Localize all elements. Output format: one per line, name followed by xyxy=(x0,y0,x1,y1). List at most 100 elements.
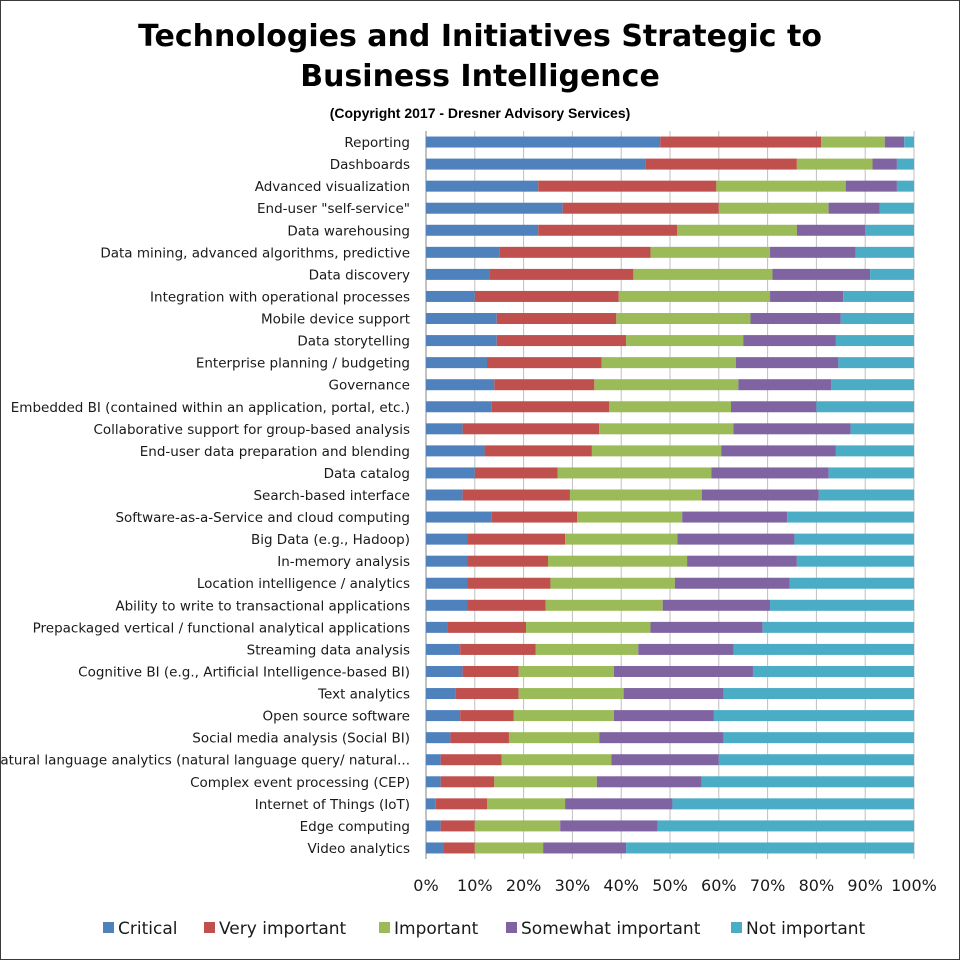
legend-item: Critical xyxy=(103,919,177,939)
bar-segment xyxy=(426,489,463,501)
bar-segment xyxy=(440,754,502,766)
bar-segment xyxy=(426,268,490,280)
bar-segment xyxy=(616,313,751,325)
bar-segment xyxy=(462,489,570,501)
legend-label: Important xyxy=(394,919,479,939)
bar-segment xyxy=(548,555,688,567)
bar-segment xyxy=(762,621,914,633)
bar-segment xyxy=(855,246,914,258)
bar-segment xyxy=(611,754,719,766)
bar-segment xyxy=(835,445,914,457)
bar-segment xyxy=(750,313,841,325)
bar-segment xyxy=(518,665,614,677)
bar-segment xyxy=(426,533,468,545)
bar-segment xyxy=(796,555,914,567)
bar-segment xyxy=(489,268,634,280)
category-label: End-user data preparation and blending xyxy=(140,444,410,460)
bar-segment xyxy=(426,732,451,744)
category-label: Social media analysis (Social BI) xyxy=(192,731,410,747)
chart-title: Technologies and Initiatives Strategic t… xyxy=(138,19,822,94)
bar-segment xyxy=(426,643,461,655)
bar-segment xyxy=(535,643,639,655)
bar-segment xyxy=(733,643,914,655)
bar-segment xyxy=(545,599,663,611)
bar-segment xyxy=(738,379,832,391)
bar-segment xyxy=(599,732,724,744)
bar-segment xyxy=(526,621,651,633)
bar-segment xyxy=(426,688,456,700)
bar-segment xyxy=(594,379,739,391)
legend-label: Critical xyxy=(118,919,177,939)
bar-segment xyxy=(770,290,844,302)
x-tick-label: 50% xyxy=(652,876,688,895)
bar-segment xyxy=(623,688,724,700)
bar-segment xyxy=(677,224,797,236)
category-label: Data mining, advanced algorithms, predic… xyxy=(100,245,410,261)
bar-segment xyxy=(460,710,514,722)
category-label: Cognitive BI (e.g., Artificial Intellige… xyxy=(78,664,410,680)
bar-segment xyxy=(426,665,463,677)
bar-segment xyxy=(845,180,897,192)
bar-segment xyxy=(733,423,851,435)
bar-segment xyxy=(818,489,914,501)
bar-segment xyxy=(462,665,519,677)
bar-segment xyxy=(772,268,871,280)
bar-segment xyxy=(557,467,712,479)
bar-segment xyxy=(716,180,846,192)
x-tick-label: 90% xyxy=(847,876,883,895)
bar-segment xyxy=(426,180,539,192)
bar-segment xyxy=(626,335,744,347)
category-label: Enterprise planning / budgeting xyxy=(196,356,410,372)
legend-label: Somewhat important xyxy=(521,919,701,939)
legend-swatch xyxy=(204,922,215,933)
bar-segment xyxy=(450,732,509,744)
category-label: Search-based interface xyxy=(253,488,410,504)
bar-segment xyxy=(426,445,485,457)
bar-segment xyxy=(821,136,885,148)
bar-segment xyxy=(596,776,702,788)
bar-segment xyxy=(794,533,914,545)
bar-segment xyxy=(538,180,717,192)
bar-segment xyxy=(426,842,444,854)
bar-segment xyxy=(865,224,914,236)
category-label: Text analytics xyxy=(317,687,410,703)
legend-item: Not important xyxy=(731,919,866,939)
bar-segment xyxy=(491,401,609,413)
bar-segment xyxy=(831,379,914,391)
bar-segment xyxy=(426,599,468,611)
bar-segment xyxy=(718,754,914,766)
x-tick-label: 70% xyxy=(750,876,786,895)
bar-segment xyxy=(731,401,817,413)
bar-segment xyxy=(569,489,702,501)
bar-segment xyxy=(672,798,914,810)
category-label: Mobile device support xyxy=(261,312,410,328)
x-axis-ticks: 0% 10% 20% 30% 40% 50% 60% 70% 80% 90% 100% xyxy=(413,876,937,895)
bar-segment xyxy=(426,158,646,170)
bar-segment xyxy=(426,555,468,567)
chart-subtitle: (Copyright 2017 - Dresner Advisory Servi… xyxy=(329,105,631,121)
bar-segment xyxy=(735,357,839,369)
bar-segment xyxy=(770,599,914,611)
bar-segment xyxy=(499,246,651,258)
legend-item: Somewhat important xyxy=(506,919,701,939)
bar-segment xyxy=(440,776,495,788)
bar-segment xyxy=(626,842,914,854)
bar-segment xyxy=(599,423,734,435)
bar-segment xyxy=(633,268,773,280)
category-label: Prepackaged vertical / functional analyt… xyxy=(33,620,410,636)
bar-segment xyxy=(494,776,597,788)
bar-segment xyxy=(645,158,797,170)
bar-segment xyxy=(613,710,714,722)
bar-segment xyxy=(770,246,856,258)
bar-segment xyxy=(455,688,519,700)
legend-item: Very important xyxy=(204,919,347,939)
bar-segment xyxy=(496,335,627,347)
bar-segment xyxy=(538,224,678,236)
bar-segment xyxy=(426,357,487,369)
category-label: Natural language analytics (natural lang… xyxy=(0,753,410,769)
category-label: Streaming data analysis xyxy=(247,642,410,658)
bar-segment xyxy=(721,445,836,457)
x-tick-label: 60% xyxy=(701,876,737,895)
bar-segment xyxy=(426,401,492,413)
bar-segment xyxy=(487,798,566,810)
